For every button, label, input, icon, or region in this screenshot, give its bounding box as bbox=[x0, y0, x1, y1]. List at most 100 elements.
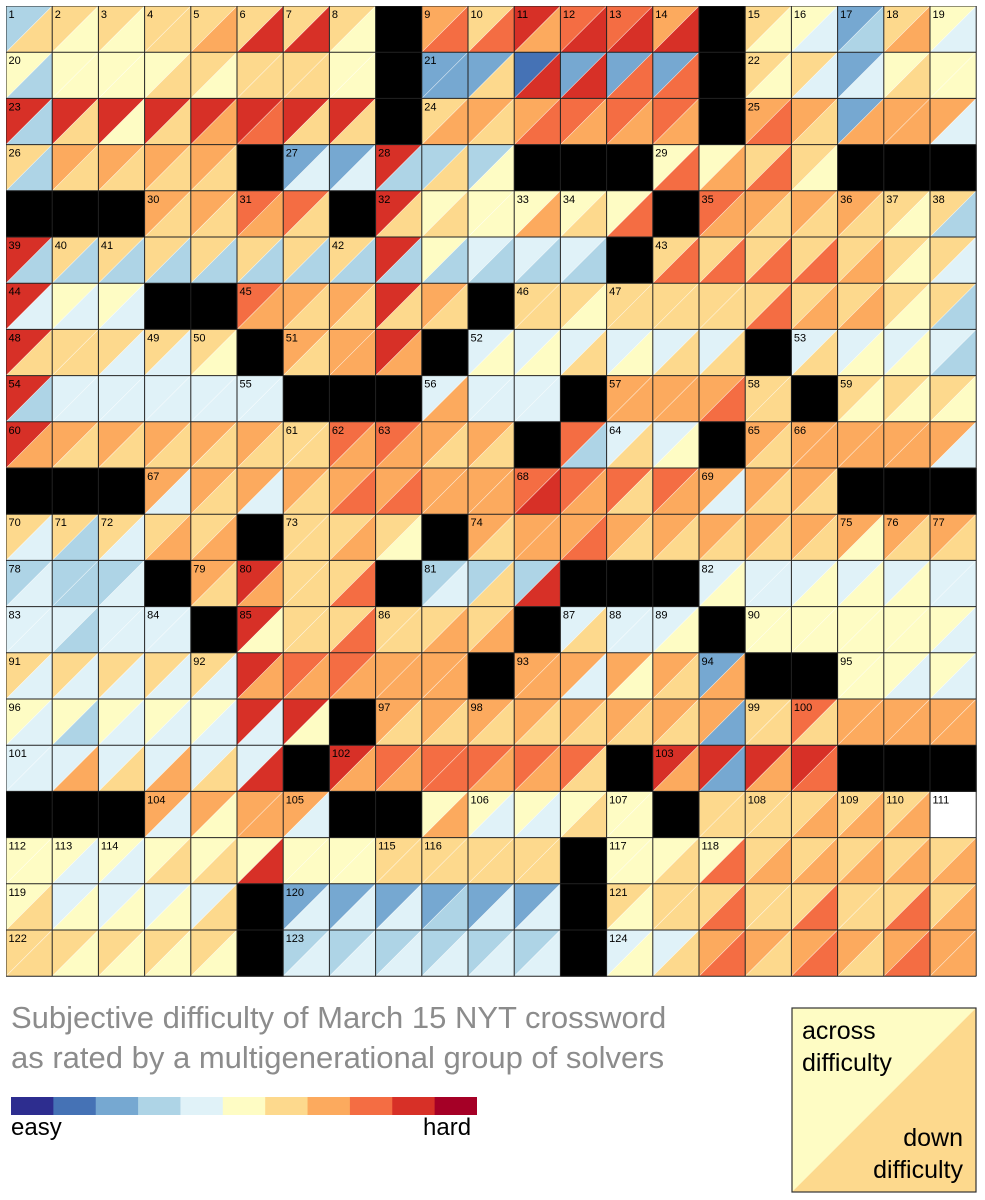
cell-diagonal bbox=[421, 6, 469, 53]
legend-down-line-1: down bbox=[903, 1124, 963, 1152]
cell-diagonal bbox=[929, 51, 977, 99]
cell-diagonal bbox=[421, 652, 469, 700]
cell-diagonal bbox=[190, 560, 238, 607]
cell-diagonal bbox=[6, 929, 53, 977]
cell-diagonal bbox=[837, 652, 885, 700]
cell-diagonal bbox=[282, 606, 330, 654]
black-square bbox=[237, 930, 284, 977]
cell-diagonal bbox=[606, 375, 654, 423]
cell-diagonal bbox=[744, 98, 792, 145]
black-square bbox=[190, 606, 238, 654]
black-square bbox=[699, 421, 746, 469]
cell-diagonal bbox=[329, 282, 376, 330]
black-square bbox=[699, 98, 746, 146]
cell-diagonal bbox=[282, 329, 330, 376]
clue-number: 84 bbox=[147, 610, 159, 622]
cell-diagonal bbox=[606, 513, 654, 561]
cell-diagonal bbox=[329, 98, 376, 145]
cell-diagonal bbox=[236, 190, 284, 238]
cell-diagonal bbox=[329, 6, 376, 53]
cell-diagonal bbox=[236, 6, 284, 53]
black-square bbox=[6, 468, 53, 515]
black-square bbox=[606, 745, 654, 792]
scale-swatch bbox=[11, 1097, 54, 1115]
cell-diagonal bbox=[375, 144, 423, 192]
clue-number: 72 bbox=[101, 517, 113, 529]
cell-diagonal bbox=[51, 883, 99, 931]
cell-diagonal bbox=[698, 329, 746, 376]
cell-diagonal bbox=[329, 421, 376, 469]
clue-number: 41 bbox=[101, 240, 113, 252]
black-square bbox=[468, 283, 515, 330]
clue-number: 36 bbox=[840, 194, 852, 206]
cell-diagonal bbox=[744, 929, 792, 977]
clue-number: 40 bbox=[55, 240, 67, 252]
clue-number: 100 bbox=[794, 702, 812, 714]
clue-number: 8 bbox=[332, 9, 338, 21]
cell-diagonal bbox=[744, 190, 792, 238]
cell-diagonal bbox=[6, 98, 53, 145]
clue-number: 60 bbox=[9, 425, 21, 437]
clue-number: 66 bbox=[794, 425, 806, 437]
cell-diagonal bbox=[190, 791, 238, 838]
cell-diagonal bbox=[883, 375, 931, 423]
clue-number: 85 bbox=[240, 610, 252, 622]
clue-number: 92 bbox=[193, 656, 205, 668]
cell-diagonal bbox=[190, 51, 238, 99]
clue-number: 87 bbox=[563, 610, 575, 622]
cell-diagonal bbox=[98, 6, 145, 53]
cell-diagonal bbox=[282, 51, 330, 99]
cell-diagonal bbox=[883, 236, 931, 284]
black-square bbox=[329, 375, 377, 423]
cell-diagonal bbox=[236, 421, 284, 469]
black-square bbox=[375, 98, 423, 146]
cell-diagonal bbox=[560, 744, 607, 792]
cell-diagonal bbox=[791, 606, 838, 654]
cell-diagonal bbox=[652, 837, 700, 885]
cell-diagonal bbox=[375, 744, 423, 792]
cell-diagonal bbox=[560, 6, 607, 53]
cell-diagonal bbox=[467, 467, 515, 515]
cell-diagonal bbox=[513, 652, 561, 700]
legend-down-line-2: difficulty bbox=[873, 1156, 963, 1184]
clue-number: 52 bbox=[471, 332, 483, 344]
cell-diagonal bbox=[652, 698, 700, 746]
cell-diagonal bbox=[929, 236, 977, 284]
cell-diagonal bbox=[6, 144, 53, 192]
scale-swatch bbox=[180, 1097, 224, 1115]
black-square bbox=[6, 791, 53, 839]
cell-diagonal bbox=[560, 791, 607, 838]
cell-diagonal bbox=[421, 282, 469, 330]
legend-across-label: across difficulty bbox=[802, 1015, 892, 1079]
clue-number: 19 bbox=[933, 9, 945, 21]
cell-diagonal bbox=[6, 606, 53, 654]
cell-diagonal bbox=[513, 883, 561, 931]
scale-swatch bbox=[307, 1097, 351, 1115]
black-square bbox=[514, 144, 561, 192]
cell-diagonal bbox=[190, 929, 238, 977]
cell-diagonal bbox=[282, 144, 330, 192]
scale-easy-label: easy bbox=[11, 1114, 62, 1141]
cell-diagonal bbox=[236, 698, 284, 746]
clue-number: 33 bbox=[517, 194, 529, 206]
cell-diagonal bbox=[375, 837, 423, 885]
cell-diagonal bbox=[698, 236, 746, 284]
cell-diagonal bbox=[6, 698, 53, 746]
cell-diagonal bbox=[560, 236, 607, 284]
clue-number: 104 bbox=[147, 794, 165, 806]
cell-diagonal bbox=[560, 652, 607, 700]
black-square bbox=[237, 144, 284, 192]
cell-diagonal bbox=[421, 744, 469, 792]
cell-diagonal bbox=[98, 236, 145, 284]
cell-diagonal bbox=[606, 421, 654, 469]
cell-diagonal bbox=[467, 560, 515, 607]
clue-number: 116 bbox=[424, 841, 442, 853]
clue-number: 114 bbox=[101, 841, 119, 853]
cell-diagonal bbox=[190, 744, 238, 792]
cell-diagonal bbox=[6, 744, 53, 792]
cell-diagonal bbox=[51, 652, 99, 700]
cell-diagonal bbox=[652, 513, 700, 561]
cell-diagonal bbox=[51, 606, 99, 654]
cell-diagonal bbox=[837, 698, 885, 746]
clue-number: 10 bbox=[471, 9, 483, 21]
